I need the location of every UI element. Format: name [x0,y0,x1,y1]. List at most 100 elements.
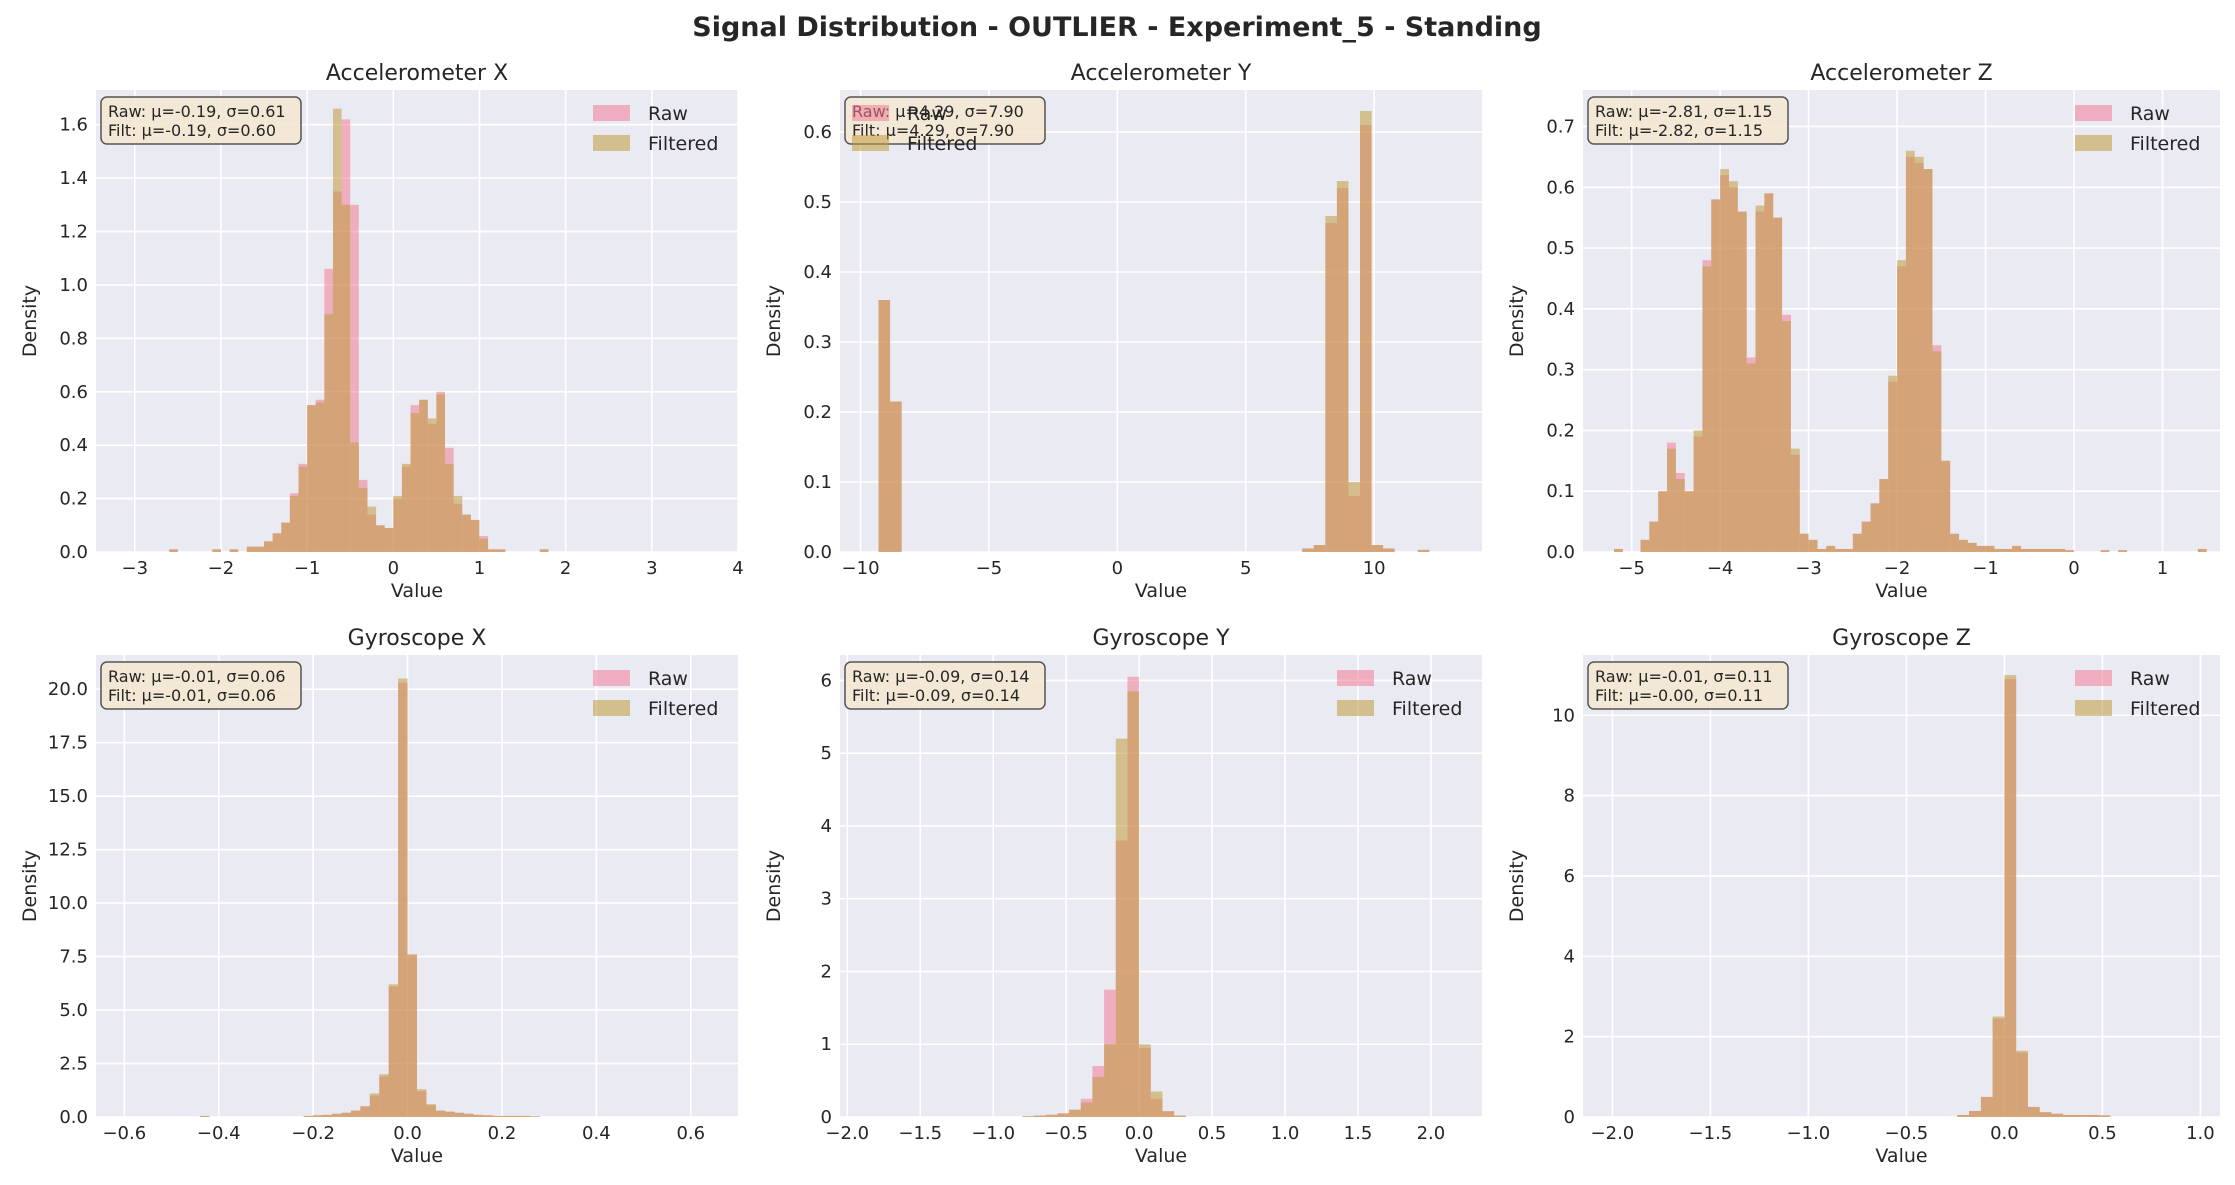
stats-box [100,96,302,145]
y-tick-label: 0.4 [803,262,832,283]
subplot-title: Gyroscope Z [1832,626,1971,651]
histogram-bar-filtered [1932,351,1942,552]
histogram-bar-filtered [2016,1050,2028,1117]
stats-box [1587,661,1789,710]
y-tick-label: 3 [821,889,832,910]
stats-box [844,661,1046,710]
legend-swatch-raw [2075,105,2112,121]
y-tick-label: 0.5 [1546,238,1575,259]
histogram-bar-filtered [1746,363,1756,552]
x-axis-label: Value [391,1145,443,1167]
histogram-bar-filtered [1702,266,1712,552]
stats-filtered: Filt: μ=-0.00, σ=0.11 [1595,686,1763,705]
histogram-bar-filtered [878,300,891,552]
x-tick-label: −2 [208,558,235,579]
histogram-bar-filtered [1150,1091,1163,1117]
histogram-bar-filtered [255,546,265,552]
legend-label-filtered: Filtered [907,133,977,155]
histogram-bar-filtered [2063,1114,2075,1117]
x-tick-label: −2.0 [1591,1123,1635,1144]
histogram-bar-filtered [341,204,351,552]
legend-swatch-filtered [2075,135,2112,151]
histogram-bar-filtered [1914,156,1924,553]
histogram-bar-filtered [350,1110,361,1117]
histogram-bar-filtered [410,413,420,552]
y-tick-label: 2 [821,961,832,982]
histogram-bar-filtered [1959,539,1968,552]
x-tick-label: −1 [1972,558,1999,579]
histogram-bar-filtered [384,527,394,552]
histogram-bar-filtered [307,405,316,552]
stats-raw: Raw: μ=-0.01, σ=0.06 [108,667,286,686]
histogram-bar-filtered [1092,1076,1105,1117]
histogram-bar-filtered [1371,545,1384,552]
y-tick-label: 0.3 [803,332,832,353]
histogram-bar-filtered [2012,545,2021,552]
histogram-bar-filtered [1127,691,1140,1117]
x-tick-label: 0 [1112,558,1123,579]
y-tick-label: 0.2 [59,489,88,510]
x-tick-label: −1.0 [1787,1123,1831,1144]
y-tick-label: 0.5 [803,192,832,213]
histogram-bar-filtered [315,402,325,552]
histogram-bar-filtered [435,1110,446,1117]
y-axis-label: Density [763,285,785,357]
subplot-5: −2.0 −1.5 −1.0 −0.5 0.0 0.5 1.0 1.5 2.0 0 1 2 3 4 5 6 Gy… [763,626,1482,1167]
histogram-bar-filtered [1835,548,1844,552]
histogram-bar-filtered [492,1115,502,1117]
histogram-bar-filtered [1080,1102,1093,1117]
x-tick-label: −0.4 [197,1123,241,1144]
histogram-bar-filtered [1980,1096,1993,1117]
y-tick-label: 10 [1552,705,1575,726]
histogram-bar-filtered [1992,1016,2005,1117]
legend-swatch-raw [852,105,889,121]
histogram-bar-filtered [1799,533,1809,552]
x-tick-label: 0.6 [676,1123,705,1144]
histogram-bar-filtered [1843,548,1853,552]
histogram-bar-filtered [332,108,342,553]
histogram-bar-filtered [1022,1116,1035,1117]
legend-swatch-filtered [2075,700,2112,716]
histogram-bar-filtered [1711,199,1721,552]
subplot-title: Accelerometer Z [1810,61,1992,86]
stats-box [844,96,1046,145]
histogram-bar-filtered [1640,539,1650,552]
histogram-bar-filtered [2020,548,2030,552]
y-axis-label: Density [763,850,785,922]
legend-label-raw: Raw [648,103,688,125]
histogram-bar-filtered [2027,1106,2040,1117]
y-tick-label: 0.0 [803,542,832,563]
x-tick-label: 0.4 [582,1123,611,1144]
histogram-bar-filtered [1115,738,1128,1117]
histogram-bar-filtered [1994,548,2004,552]
histogram-bar-filtered [462,514,471,552]
histogram-bar-filtered [473,1114,484,1117]
x-tick-label: 2.0 [1417,1123,1446,1144]
histogram-bar-filtered [1969,1110,1981,1117]
x-tick-label: −2 [1884,558,1911,579]
histogram-bar-filtered [376,525,385,552]
x-tick-label: 1.5 [1344,1123,1373,1144]
y-tick-label: 20.0 [48,679,88,700]
histogram-bar-filtered [1764,193,1774,552]
histogram-bar-filtered [1336,181,1349,552]
x-tick-label: −0.5 [1044,1123,1088,1144]
histogram-bar-filtered [539,549,549,552]
histogram-bar-filtered [281,522,290,552]
y-tick-label: 0.4 [1546,299,1575,320]
x-tick-label: 0.2 [488,1123,517,1144]
x-tick-label: 1 [474,558,485,579]
legend-label-raw: Raw [2130,103,2170,125]
stats-filtered: Filt: μ=-0.01, σ=0.06 [108,686,276,705]
histogram-bar-filtered [1139,1044,1151,1117]
histogram-bar-filtered [298,466,308,552]
x-tick-label: 0 [2068,558,2079,579]
x-tick-label: −3 [122,558,149,579]
histogram-bar-filtered [1045,1114,1058,1117]
x-tick-label: 0 [388,558,399,579]
histogram-bar-filtered [520,1115,531,1117]
stats-raw: Raw: μ=4.29, σ=7.90 [852,102,1024,121]
histogram-bar-filtered [1773,217,1783,552]
stats-raw: Raw: μ=-2.81, σ=1.15 [1595,102,1773,121]
